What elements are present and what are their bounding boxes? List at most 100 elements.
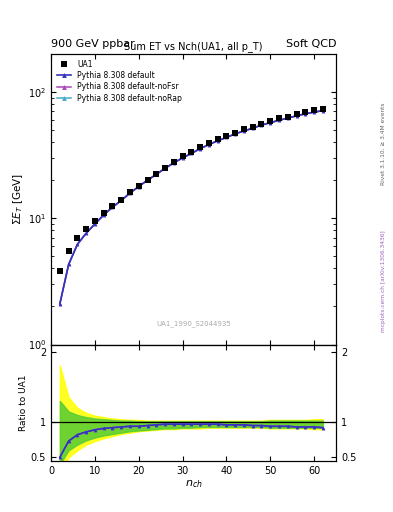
Pythia 8.308 default — [57, 301, 62, 307]
Pythia 8.308 default-noRap — [128, 190, 132, 196]
Text: Rivet 3.1.10, ≥ 3.4M events: Rivet 3.1.10, ≥ 3.4M events — [381, 102, 386, 185]
UA1 — [171, 159, 176, 165]
UA1 — [163, 165, 167, 171]
Pythia 8.308 default — [303, 111, 308, 117]
Pythia 8.308 default — [285, 115, 290, 121]
Legend: UA1, Pythia 8.308 default, Pythia 8.308 default-noFsr, Pythia 8.308 default-noRa: UA1, Pythia 8.308 default, Pythia 8.308 … — [55, 57, 184, 105]
Pythia 8.308 default — [294, 113, 299, 119]
UA1 — [154, 170, 159, 177]
Pythia 8.308 default-noFsr — [285, 115, 290, 121]
Pythia 8.308 default — [198, 145, 202, 152]
Y-axis label: $\Sigma E_T$ [GeV]: $\Sigma E_T$ [GeV] — [11, 173, 25, 225]
Pythia 8.308 default-noFsr — [154, 172, 159, 178]
Pythia 8.308 default-noFsr — [277, 117, 281, 123]
Pythia 8.308 default-noRap — [93, 221, 97, 227]
Pythia 8.308 default-noRap — [75, 241, 80, 247]
UA1 — [207, 140, 211, 146]
Pythia 8.308 default-noRap — [268, 120, 273, 126]
UA1 — [224, 133, 229, 139]
Pythia 8.308 default-noFsr — [294, 113, 299, 119]
Pythia 8.308 default — [242, 128, 246, 134]
Pythia 8.308 default — [93, 221, 97, 227]
Pythia 8.308 default-noFsr — [268, 120, 273, 126]
Pythia 8.308 default-noFsr — [101, 212, 106, 218]
Pythia 8.308 default-noFsr — [215, 138, 220, 144]
Pythia 8.308 default-noRap — [180, 155, 185, 161]
Pythia 8.308 default-noFsr — [189, 151, 194, 157]
Pythia 8.308 default-noRap — [189, 151, 194, 157]
Pythia 8.308 default-noFsr — [303, 111, 308, 117]
Line: UA1: UA1 — [57, 106, 326, 274]
Pythia 8.308 default-noRap — [259, 122, 264, 128]
Pythia 8.308 default-noFsr — [233, 131, 237, 137]
Pythia 8.308 default-noFsr — [57, 301, 62, 307]
Pythia 8.308 default-noFsr — [128, 190, 132, 196]
Pythia 8.308 default — [189, 151, 194, 157]
Pythia 8.308 default-noRap — [207, 141, 211, 147]
UA1 — [84, 226, 88, 232]
Pythia 8.308 default-noRap — [224, 135, 229, 141]
Text: Soft QCD: Soft QCD — [286, 38, 336, 49]
UA1 — [189, 149, 194, 155]
Pythia 8.308 default-noFsr — [136, 183, 141, 189]
Pythia 8.308 default — [136, 183, 141, 189]
UA1 — [119, 197, 123, 203]
Pythia 8.308 default — [66, 262, 71, 268]
UA1 — [110, 203, 115, 209]
UA1 — [259, 120, 264, 126]
Pythia 8.308 default-noFsr — [312, 109, 316, 115]
Text: 900 GeV ppbar: 900 GeV ppbar — [51, 38, 135, 49]
Pythia 8.308 default — [259, 122, 264, 128]
Pythia 8.308 default-noRap — [233, 131, 237, 137]
Pythia 8.308 default-noRap — [294, 113, 299, 119]
Pythia 8.308 default-noFsr — [198, 145, 202, 152]
Pythia 8.308 default-noFsr — [84, 230, 88, 236]
Pythia 8.308 default — [215, 138, 220, 144]
Pythia 8.308 default-noRap — [145, 177, 150, 183]
Pythia 8.308 default — [233, 131, 237, 137]
Pythia 8.308 default-noFsr — [145, 177, 150, 183]
Pythia 8.308 default-noFsr — [110, 204, 115, 210]
Pythia 8.308 default — [277, 117, 281, 123]
Pythia 8.308 default — [84, 230, 88, 236]
UA1 — [215, 136, 220, 142]
Line: Pythia 8.308 default: Pythia 8.308 default — [58, 109, 325, 306]
Pythia 8.308 default-noRap — [215, 138, 220, 144]
UA1 — [57, 268, 62, 274]
Pythia 8.308 default — [128, 190, 132, 196]
Text: UA1_1990_S2044935: UA1_1990_S2044935 — [156, 321, 231, 327]
UA1 — [198, 144, 202, 150]
UA1 — [312, 107, 316, 113]
UA1 — [136, 183, 141, 189]
Pythia 8.308 default-noRap — [285, 115, 290, 121]
Pythia 8.308 default-noFsr — [250, 125, 255, 131]
Pythia 8.308 default — [207, 141, 211, 147]
UA1 — [303, 109, 308, 115]
Pythia 8.308 default — [154, 172, 159, 178]
Pythia 8.308 default — [312, 109, 316, 115]
Pythia 8.308 default-noRap — [250, 125, 255, 131]
Y-axis label: Ratio to UA1: Ratio to UA1 — [19, 374, 28, 431]
Pythia 8.308 default-noFsr — [180, 155, 185, 161]
UA1 — [242, 126, 246, 133]
Pythia 8.308 default — [171, 160, 176, 166]
UA1 — [75, 234, 80, 241]
Pythia 8.308 default — [75, 241, 80, 247]
X-axis label: $n_{ch}$: $n_{ch}$ — [185, 478, 202, 490]
Pythia 8.308 default-noRap — [312, 109, 316, 115]
Pythia 8.308 default — [110, 204, 115, 210]
Pythia 8.308 default — [250, 125, 255, 131]
Pythia 8.308 default-noRap — [171, 160, 176, 166]
Pythia 8.308 default-noRap — [57, 301, 62, 307]
Pythia 8.308 default-noFsr — [163, 165, 167, 172]
Pythia 8.308 default-noFsr — [119, 198, 123, 204]
UA1 — [180, 153, 185, 159]
Pythia 8.308 default-noFsr — [224, 135, 229, 141]
UA1 — [128, 189, 132, 196]
Pythia 8.308 default — [163, 165, 167, 172]
Pythia 8.308 default-noRap — [277, 117, 281, 123]
Pythia 8.308 default-noRap — [198, 145, 202, 152]
Pythia 8.308 default-noFsr — [207, 141, 211, 147]
Pythia 8.308 default-noRap — [136, 183, 141, 189]
Title: Sum ET vs Nch(UA1, all p_T): Sum ET vs Nch(UA1, all p_T) — [124, 41, 263, 53]
